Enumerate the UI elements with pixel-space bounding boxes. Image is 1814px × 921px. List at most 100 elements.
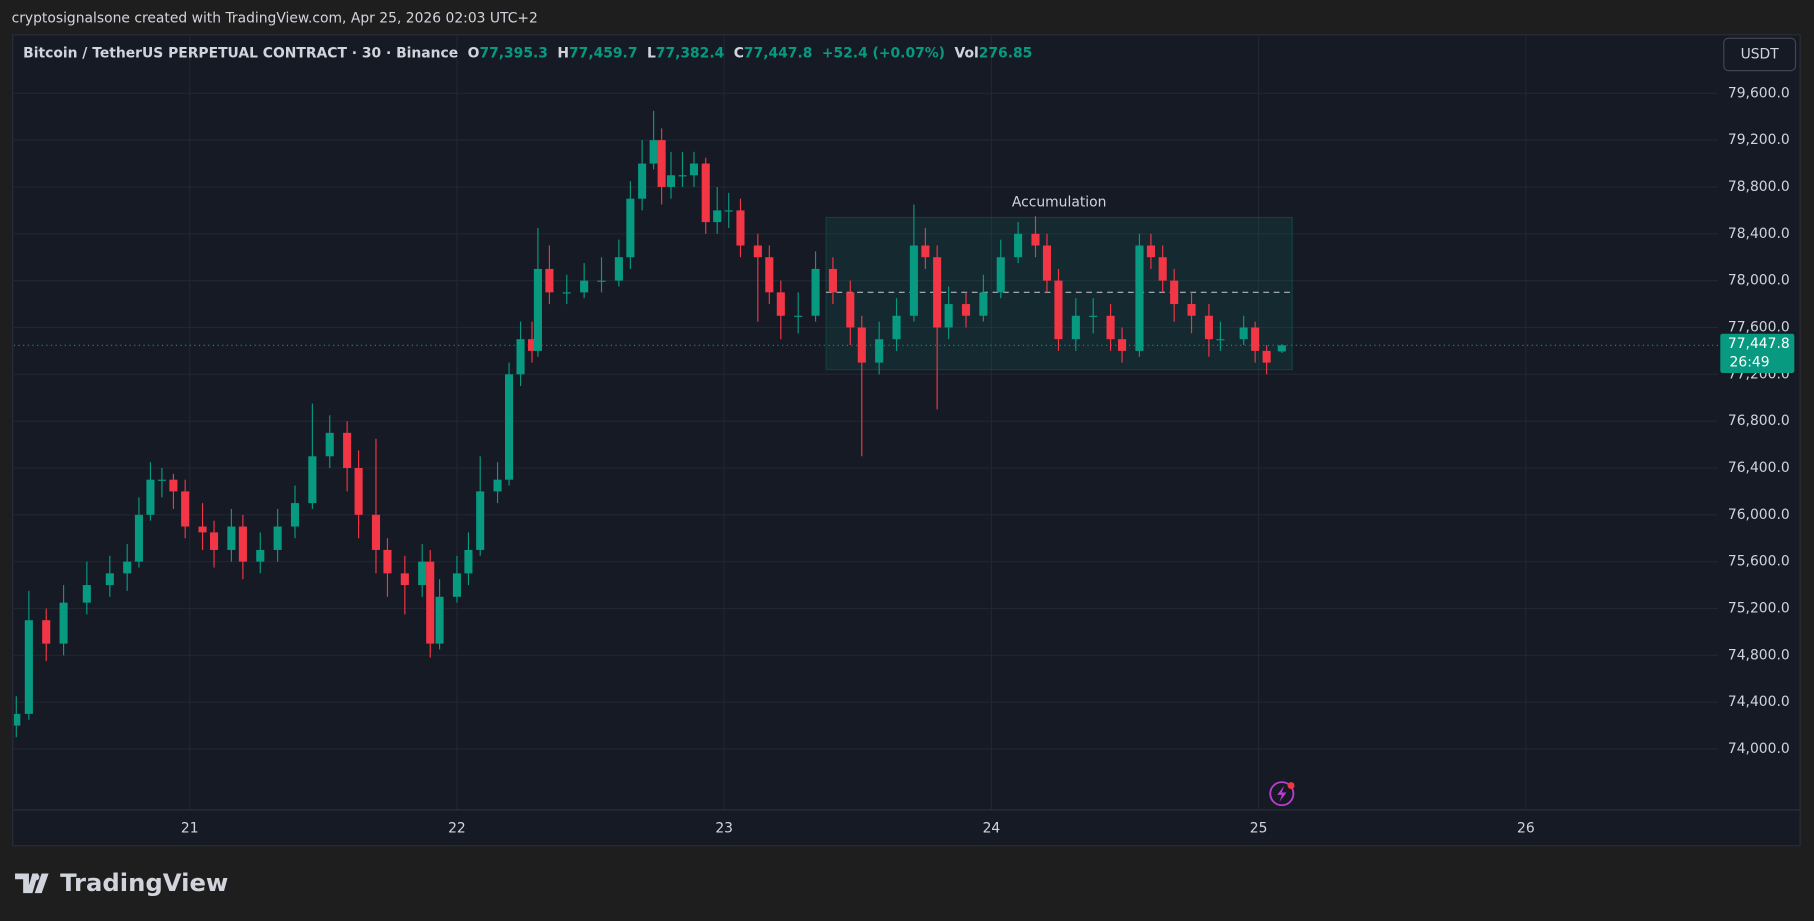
candle-body — [846, 292, 855, 328]
candle-body — [533, 268, 542, 351]
y-tick-label: 79,600.0 — [1728, 85, 1790, 101]
y-tick-label: 76,400.0 — [1728, 460, 1790, 476]
last-price-box — [1720, 333, 1795, 374]
candle-body — [452, 573, 461, 597]
y-tick-label: 75,600.0 — [1728, 554, 1790, 570]
candle-body — [1277, 345, 1286, 352]
candle-body — [892, 315, 901, 340]
candle-body — [921, 245, 930, 258]
candle-body — [505, 374, 514, 480]
candle-body — [1135, 245, 1144, 351]
candle-body — [383, 549, 392, 574]
candle-body — [227, 526, 236, 550]
candle-body — [933, 257, 942, 328]
candle-body — [713, 210, 722, 223]
candle-body — [736, 210, 745, 246]
volume-label: Vol — [954, 45, 978, 61]
candle-body — [666, 175, 676, 187]
candle-body — [996, 257, 1005, 293]
ohlc-label: O — [468, 45, 480, 61]
candle-body — [13, 713, 21, 726]
candle-body — [811, 268, 820, 316]
zone-label: Accumulation — [1012, 194, 1107, 210]
candle-body — [146, 479, 155, 515]
symbol: Bitcoin / TetherUS PERPETUAL CONTRACT · … — [23, 45, 458, 61]
ohlc-value: 77,447.8 — [744, 45, 812, 61]
plot-layer: 74,000.0 74,400.0 74,800.0 75,200.0 75,600.0… — [13, 35, 1801, 836]
candle-body — [794, 315, 803, 317]
candle-body — [689, 163, 699, 176]
candle-body — [828, 268, 837, 293]
candle-body — [657, 140, 666, 187]
candle-body — [1106, 315, 1115, 340]
y-tick-label: 74,400.0 — [1728, 694, 1790, 710]
candle-body — [290, 503, 300, 527]
candle-body — [1071, 315, 1080, 340]
candle-body — [1042, 245, 1052, 281]
candle-body — [238, 526, 247, 562]
candle-body — [476, 491, 485, 550]
ohlc-label: H — [557, 45, 569, 61]
brand-name[interactable]: TradingView — [60, 868, 228, 897]
chart-panel — [12, 34, 1801, 847]
candle-body — [1089, 315, 1098, 317]
candle-body — [1204, 315, 1213, 340]
y-tick-label: 78,400.0 — [1728, 226, 1790, 242]
candle-body — [776, 292, 785, 316]
candle-body — [857, 327, 866, 363]
volume-value: 276.85 — [979, 45, 1033, 61]
candle-body — [1014, 233, 1023, 258]
candle-body — [753, 245, 762, 258]
ohlc-value: 77,395.3 — [479, 45, 547, 61]
candle-body — [638, 163, 647, 199]
candle-body — [875, 339, 884, 363]
plot: Accumulation — [13, 110, 1718, 738]
candle-body — [1146, 245, 1155, 258]
candle-body — [308, 456, 317, 504]
candle-body — [1239, 327, 1248, 340]
candle-body — [273, 526, 282, 550]
candle-body — [371, 514, 381, 550]
currency-label[interactable]: USDT — [1741, 46, 1780, 62]
x-tick-label: 25 — [1250, 820, 1268, 836]
y-tick-label: 76,800.0 — [1728, 413, 1790, 429]
last-price-label: 77,447.8 — [1728, 336, 1790, 352]
y-tick-label: 74,800.0 — [1728, 647, 1790, 663]
candle-body — [765, 257, 774, 293]
candle-body — [1158, 257, 1167, 281]
candle-body — [944, 304, 953, 328]
x-tick-label: 22 — [448, 820, 466, 836]
candle-body — [724, 210, 733, 212]
currency-button[interactable] — [1723, 37, 1797, 72]
candle-body — [979, 292, 988, 316]
candle-body — [1187, 304, 1196, 316]
candle-body — [464, 549, 473, 574]
candle-body — [400, 573, 409, 586]
candle-body — [354, 467, 363, 515]
candle-body — [426, 561, 435, 644]
caption: cryptosignalsone created with TradingVie… — [12, 11, 538, 27]
alert-icon[interactable] — [1269, 781, 1295, 807]
y-tick-label: 75,200.0 — [1728, 600, 1790, 616]
candle-body — [597, 280, 606, 282]
candle-body — [678, 175, 687, 177]
candle-body — [1216, 339, 1225, 341]
candle-body — [82, 585, 91, 603]
candle-body — [134, 514, 143, 562]
candle-body — [418, 561, 427, 586]
candle-body — [1054, 280, 1063, 340]
y-tick-label: 79,200.0 — [1728, 132, 1790, 148]
candle-body — [545, 268, 554, 293]
candle-body — [209, 532, 219, 550]
candle-body — [649, 140, 658, 164]
candle-body — [1118, 339, 1127, 351]
candle-body — [343, 432, 352, 468]
candle-body — [516, 339, 525, 375]
brand-logo[interactable] — [15, 873, 49, 894]
x-tick-label: 26 — [1517, 820, 1535, 836]
candle-body — [580, 280, 589, 293]
candle-body — [105, 573, 114, 586]
